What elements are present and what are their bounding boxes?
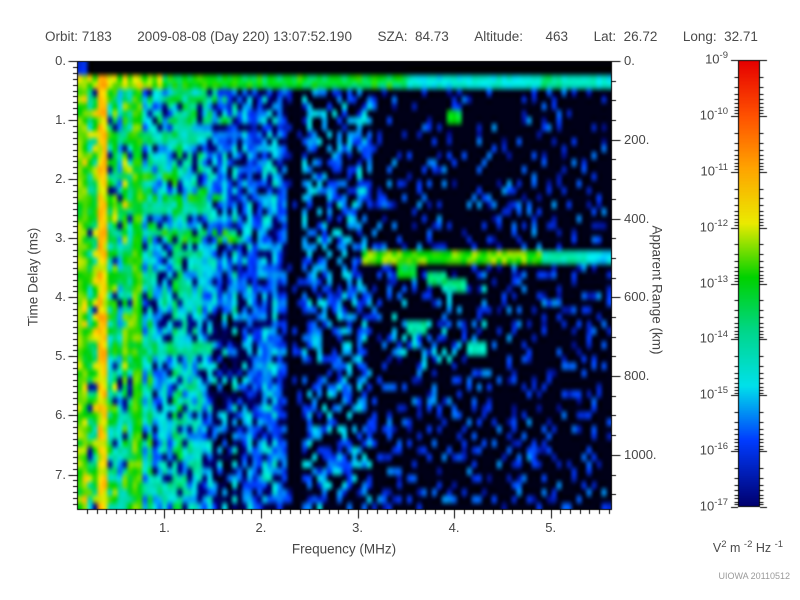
- range-axis-title: Apparent Range (km): [649, 225, 665, 355]
- colorbar-unit: V2 m -2 Hz -1: [712, 538, 784, 556]
- watermark: UIOWA 20110512: [718, 571, 790, 581]
- y-axis-title: Time Delay (ms): [25, 227, 41, 327]
- x-axis-title: Frequency (MHz): [291, 541, 397, 557]
